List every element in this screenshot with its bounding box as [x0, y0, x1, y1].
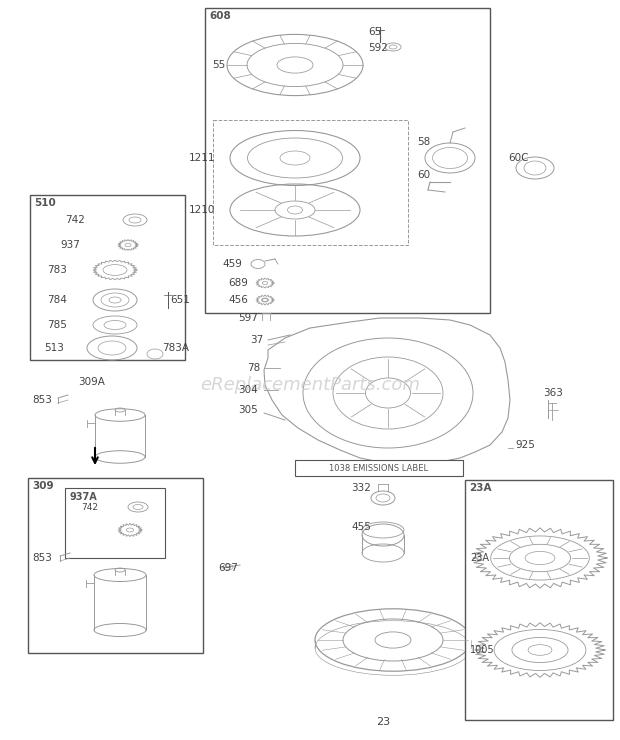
Text: 513: 513: [44, 343, 64, 353]
Text: 597: 597: [238, 313, 258, 323]
FancyBboxPatch shape: [295, 460, 463, 476]
Text: 37: 37: [250, 335, 263, 345]
Text: 60: 60: [417, 170, 430, 180]
Text: 651: 651: [170, 295, 190, 305]
Text: 309A: 309A: [78, 377, 105, 387]
Text: 608: 608: [209, 11, 231, 21]
FancyBboxPatch shape: [465, 480, 613, 720]
Text: 1210: 1210: [188, 205, 215, 215]
Polygon shape: [264, 318, 510, 464]
Text: 304: 304: [238, 385, 258, 395]
Text: 309: 309: [32, 481, 53, 491]
Text: 510: 510: [34, 198, 56, 208]
Text: 785: 785: [47, 320, 67, 330]
Text: 23: 23: [376, 717, 390, 727]
Text: 937A: 937A: [69, 492, 97, 502]
Text: 592: 592: [368, 43, 388, 53]
Text: 332: 332: [351, 483, 371, 493]
Text: 783A: 783A: [162, 343, 189, 353]
FancyBboxPatch shape: [213, 120, 408, 245]
Text: 853: 853: [32, 395, 52, 405]
Text: 742: 742: [81, 502, 98, 511]
Text: 456: 456: [228, 295, 248, 305]
Text: 697: 697: [218, 563, 238, 573]
Text: 363: 363: [543, 388, 563, 398]
Text: eReplacementParts.com: eReplacementParts.com: [200, 376, 420, 394]
Text: 23A: 23A: [469, 483, 492, 493]
Text: 1005: 1005: [470, 645, 495, 655]
FancyBboxPatch shape: [65, 488, 165, 558]
FancyBboxPatch shape: [30, 195, 185, 360]
FancyBboxPatch shape: [28, 478, 203, 653]
Text: 784: 784: [47, 295, 67, 305]
Text: 459: 459: [222, 259, 242, 269]
Text: 1038 EMISSIONS LABEL: 1038 EMISSIONS LABEL: [329, 463, 428, 473]
Text: 23A: 23A: [470, 553, 489, 563]
Text: 78: 78: [247, 363, 260, 373]
Text: 925: 925: [515, 440, 535, 450]
Text: 455: 455: [351, 522, 371, 532]
Text: 783: 783: [47, 265, 67, 275]
FancyBboxPatch shape: [205, 8, 490, 313]
Text: 55: 55: [212, 60, 225, 70]
Text: 305: 305: [238, 405, 258, 415]
Text: 937: 937: [60, 240, 80, 250]
Text: 742: 742: [65, 215, 85, 225]
Text: 1211: 1211: [188, 153, 215, 163]
Text: 58: 58: [417, 137, 430, 147]
Text: 60C: 60C: [508, 153, 528, 163]
Text: 853: 853: [32, 553, 52, 563]
Text: 689: 689: [228, 278, 248, 288]
Text: 65: 65: [368, 27, 381, 37]
